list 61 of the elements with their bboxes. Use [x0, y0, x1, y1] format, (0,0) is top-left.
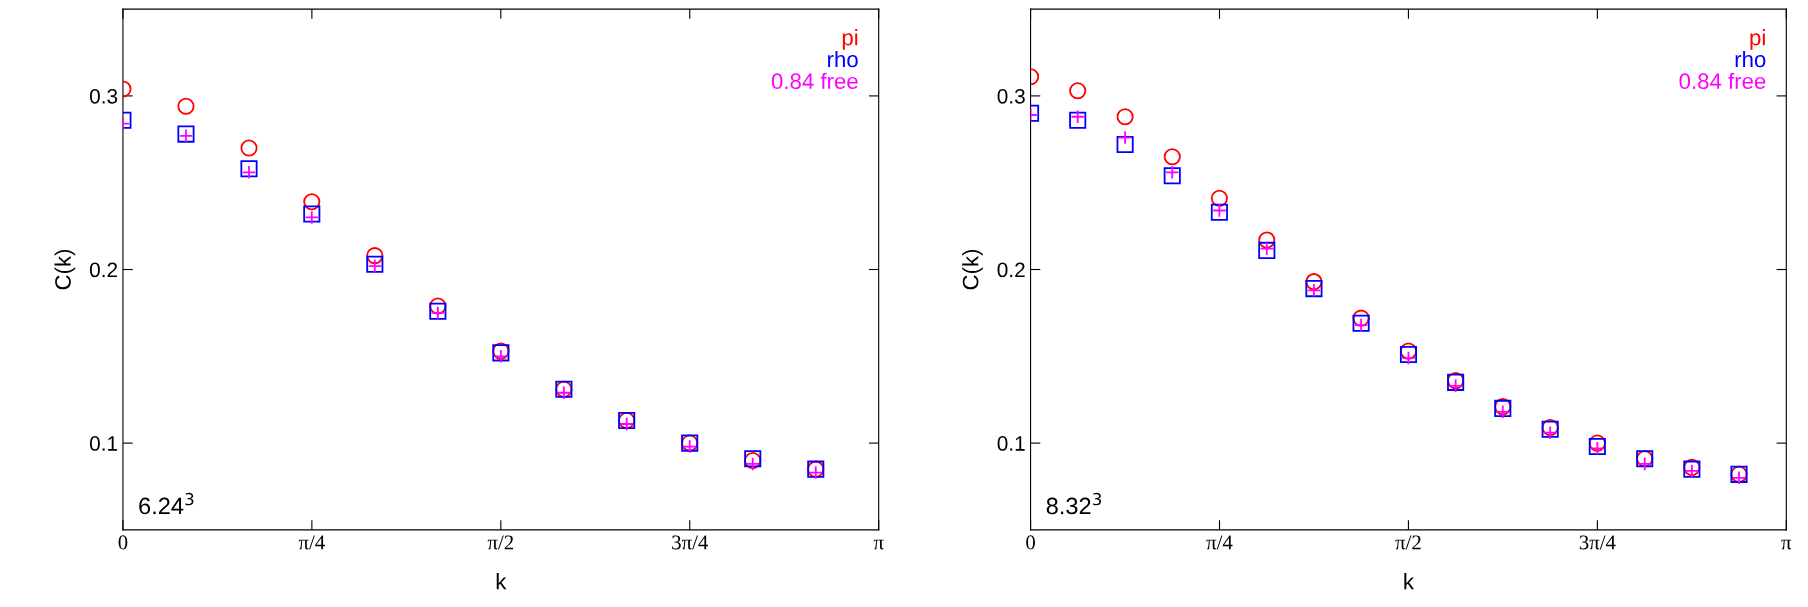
point — [303, 205, 321, 223]
point — [1116, 135, 1134, 154]
point — [366, 247, 384, 265]
point — [682, 439, 697, 454]
point — [745, 456, 760, 472]
x-tick-label: π/4 — [298, 535, 325, 550]
x-tick-label: 3π/4 — [1579, 535, 1616, 550]
x-tick-label: π/2 — [487, 535, 514, 550]
point — [1731, 470, 1747, 485]
point — [1495, 404, 1510, 420]
annotation: 6.24$^{3}$ — [139, 492, 194, 515]
text: 0.84 free — [1679, 72, 1766, 90]
y-tick-label: 0.1 — [997, 436, 1025, 451]
point — [1637, 456, 1652, 472]
point — [1399, 346, 1418, 364]
point — [619, 416, 634, 432]
y-axis-title: C(k) — [54, 249, 76, 290]
point — [1305, 273, 1323, 291]
y-tick-label: 0.3 — [997, 88, 1025, 104]
point — [493, 349, 509, 364]
x-tick-label: 0 — [118, 535, 128, 550]
y-tick-label: 0.1 — [89, 436, 118, 451]
point — [241, 165, 257, 180]
point — [177, 97, 195, 115]
x-tick-label: π/2 — [1395, 535, 1421, 550]
text: pi — [1750, 29, 1765, 50]
point — [1070, 109, 1085, 124]
x-tick-label: 0 — [1026, 535, 1035, 550]
x-tick-label: π — [1781, 539, 1792, 550]
y-tick-label: 0.2 — [997, 262, 1025, 278]
text: rho — [828, 50, 858, 68]
text: rho — [1735, 50, 1766, 68]
point — [1163, 148, 1181, 166]
point — [1163, 167, 1181, 185]
point — [1165, 165, 1180, 180]
point — [1069, 111, 1087, 129]
y-axis-title: C(k) — [962, 249, 983, 290]
x-tick-label: 3π/4 — [672, 535, 708, 550]
point — [1116, 108, 1134, 126]
point — [1258, 231, 1276, 249]
point — [1069, 82, 1087, 100]
x-axis-title: k — [496, 573, 507, 590]
point — [1401, 350, 1416, 366]
x-tick-label: π/4 — [1206, 535, 1233, 550]
point — [1117, 130, 1133, 145]
point — [240, 139, 258, 157]
point — [1543, 425, 1558, 440]
point — [556, 385, 572, 400]
text: 0.84 free — [771, 72, 858, 90]
x-tick-label: π — [873, 539, 884, 550]
y-tick-label: 0.3 — [89, 88, 118, 104]
point — [240, 160, 258, 178]
point — [1210, 189, 1228, 207]
point — [1448, 378, 1463, 393]
y-tick-label: 0.2 — [89, 262, 118, 278]
text: pi — [842, 29, 858, 50]
point — [808, 465, 823, 480]
point — [304, 210, 319, 225]
annotation: 8.32$^{3}$ — [1046, 492, 1102, 515]
x-axis-title: k — [1404, 573, 1415, 590]
point — [303, 193, 321, 211]
